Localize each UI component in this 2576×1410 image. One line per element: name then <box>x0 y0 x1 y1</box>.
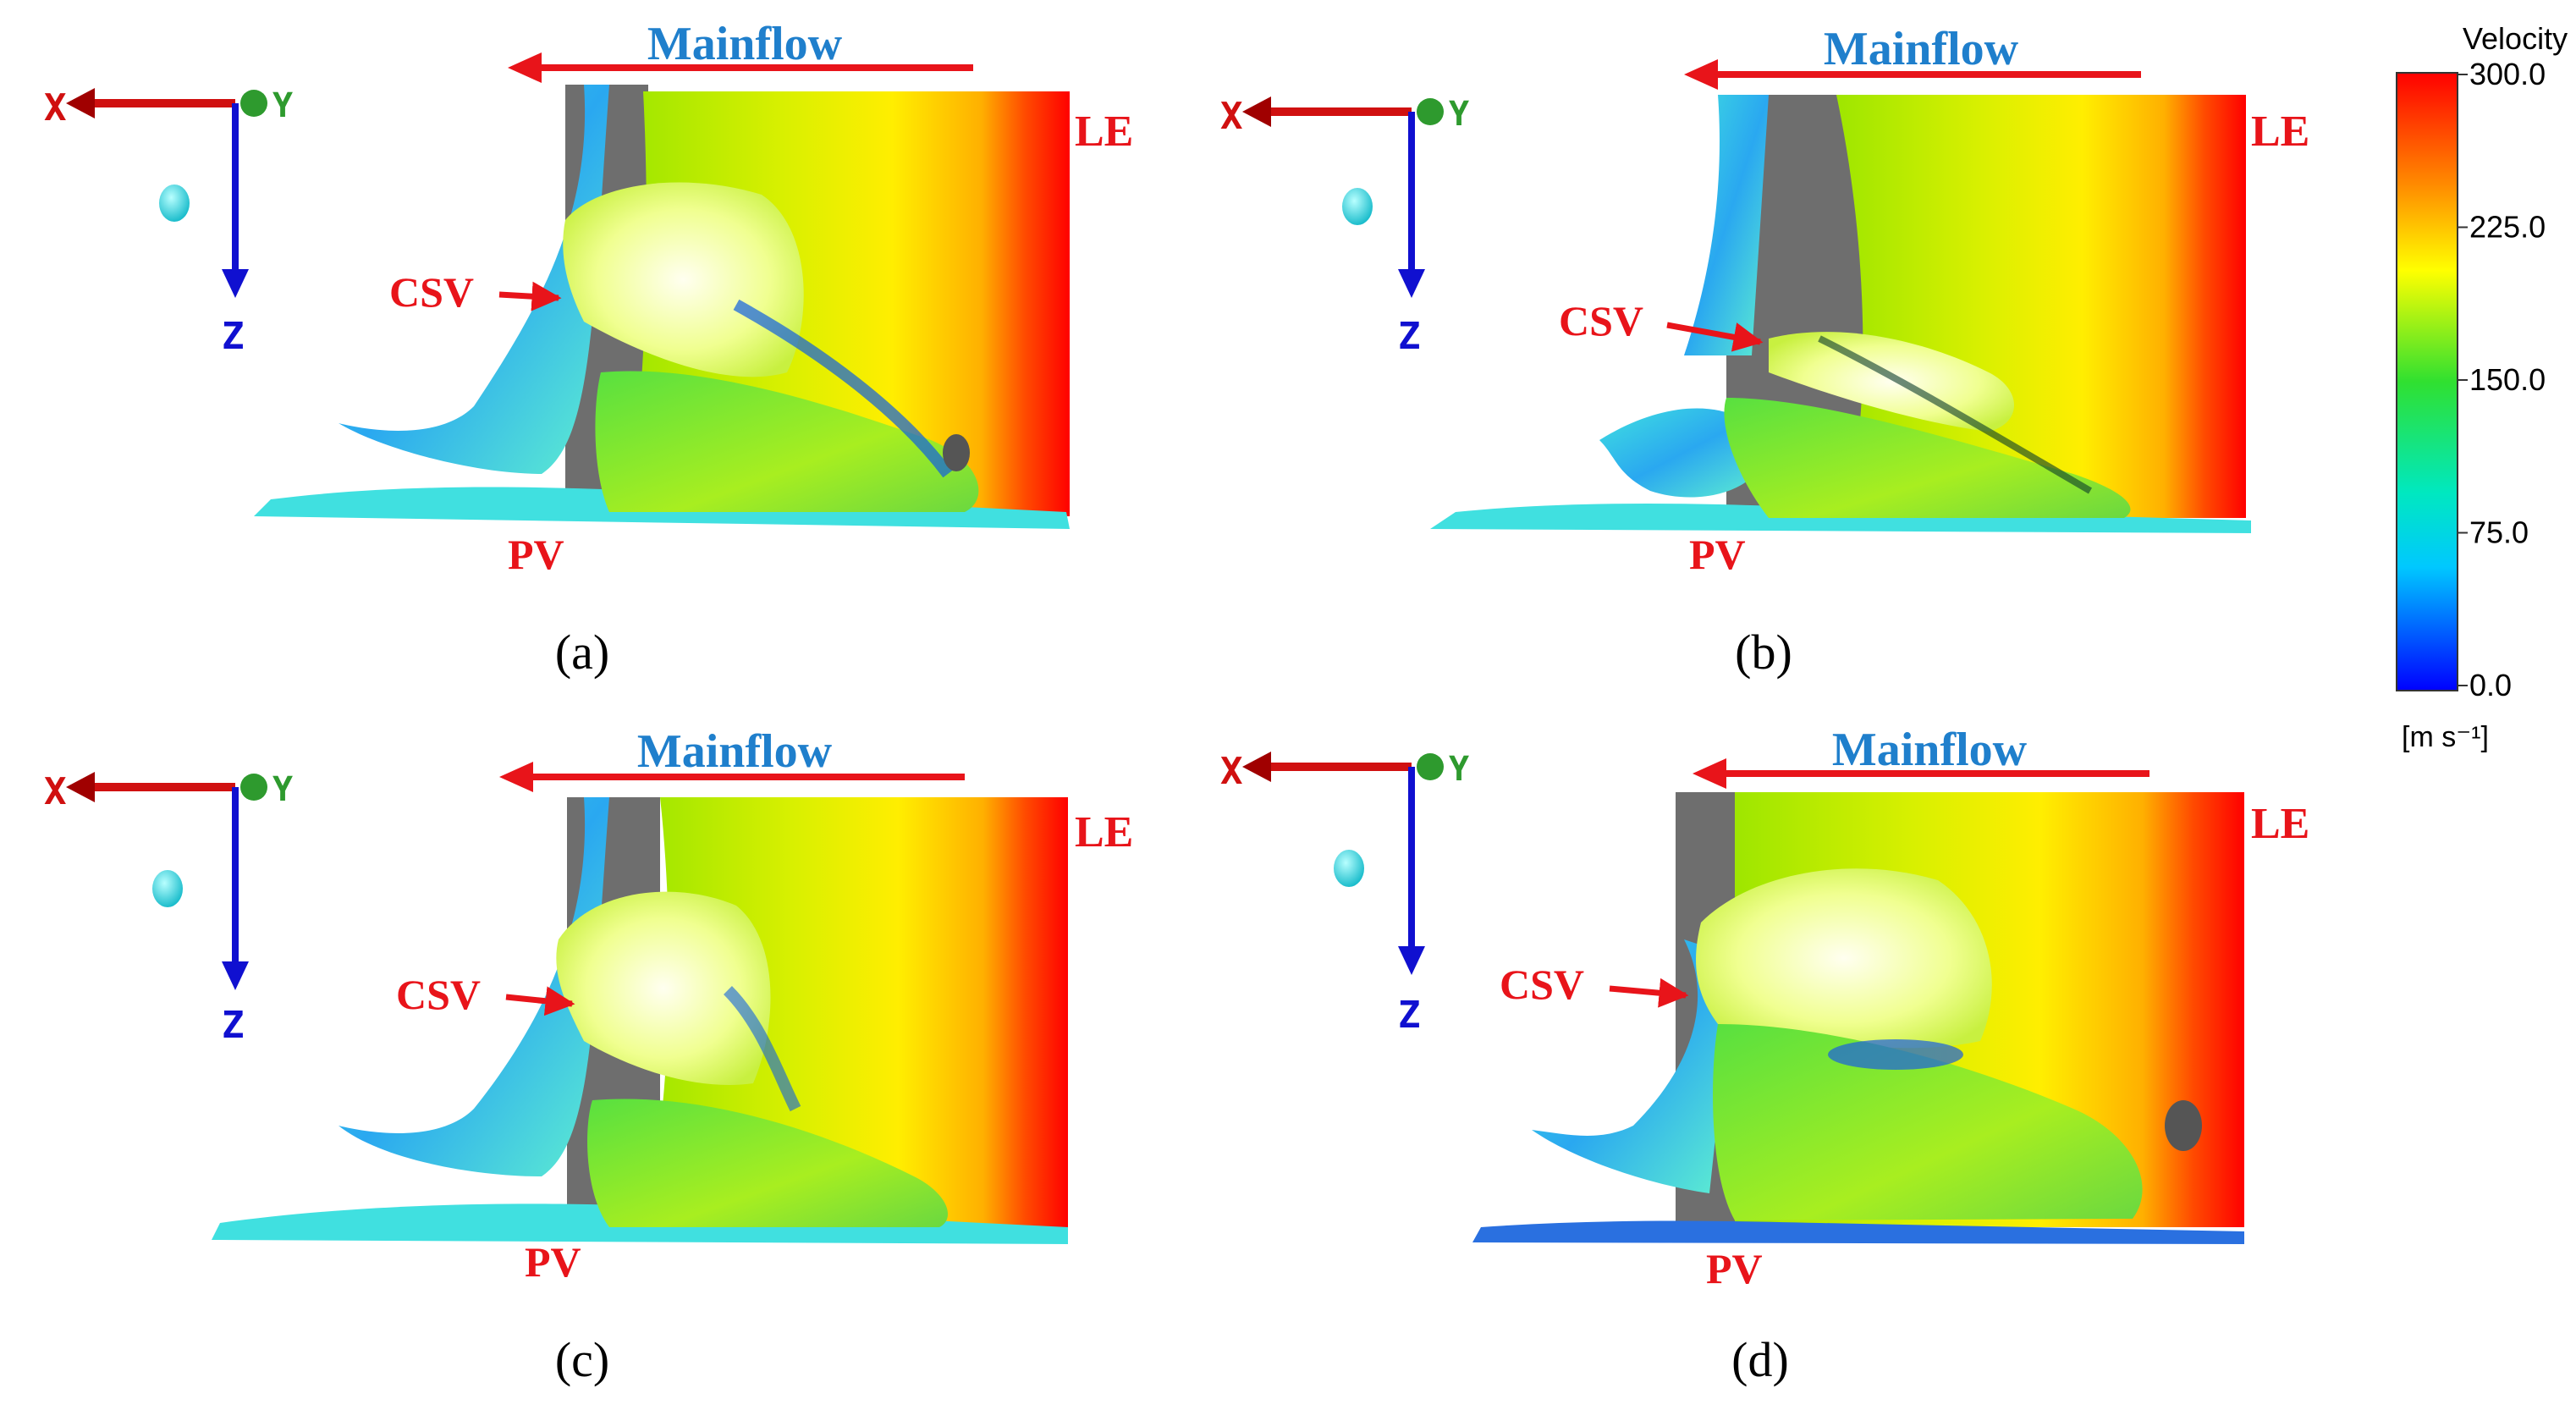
csv-pointer-arrow <box>498 281 562 311</box>
green-vortex-surface <box>595 371 979 512</box>
velocity-colorbar: Velocity 300.0 225.0 150.0 75.0 0.0 [m s⁻¹] <box>2396 21 2568 753</box>
csv-pointer-arrow <box>1666 322 1764 352</box>
csv-iso-surface <box>1696 868 1992 1049</box>
vortex-streak <box>733 299 953 478</box>
x-axis-arrowhead <box>66 88 95 118</box>
csv-pointer-arrow <box>505 986 575 1016</box>
z-axis-label: Z <box>222 315 245 358</box>
mainflow-arrowhead <box>499 762 533 792</box>
coordinate-axes: X Y Z <box>1220 750 1469 1037</box>
mainflow-arrowhead <box>1684 59 1718 90</box>
vortex-cyan-left <box>1532 939 1735 1193</box>
mainflow-label: Mainflow <box>1824 23 2019 75</box>
marker-sphere <box>1334 850 1364 887</box>
colorbar-title: Velocity <box>2463 21 2568 56</box>
mainflow-arrowhead <box>508 52 542 83</box>
pv-label: PV <box>1689 531 1746 578</box>
colorbar-tick-label: 0.0 <box>2469 668 2512 702</box>
x-axis-arrowhead <box>1242 96 1271 127</box>
blade-hole <box>2165 1100 2202 1151</box>
mainflow-label: Mainflow <box>1832 724 2028 776</box>
mainflow-arrowhead <box>1693 758 1726 789</box>
le-label: LE <box>1075 808 1133 856</box>
x-axis-label: X <box>44 86 67 129</box>
z-axis-arrowhead <box>1398 269 1425 298</box>
y-axis-label: Y <box>1449 95 1469 134</box>
x-axis-arrowhead <box>1242 752 1271 782</box>
x-axis-label: X <box>1220 95 1243 138</box>
z-axis-label: Z <box>1398 315 1421 358</box>
y-axis-label: Y <box>272 770 293 809</box>
y-axis-dot <box>240 90 267 117</box>
z-axis-arrowhead <box>222 961 249 990</box>
panel-caption: (b) <box>1735 625 1792 680</box>
colorbar-gradient <box>2396 72 2458 691</box>
colorbar-ticks: 300.0 225.0 150.0 75.0 0.0 <box>2458 57 2546 702</box>
marker-sphere <box>1342 188 1373 225</box>
panel-caption: (a) <box>555 625 609 680</box>
pv-label: PV <box>525 1238 581 1286</box>
z-axis-label: Z <box>1398 994 1421 1037</box>
y-axis-label: Y <box>1449 750 1469 789</box>
vortex-cyan-left <box>339 85 609 474</box>
csv-label: CSV <box>1500 961 1584 1008</box>
z-axis-label: Z <box>222 1004 245 1047</box>
x-axis-label: X <box>1220 750 1243 793</box>
csv-label: CSV <box>389 268 474 316</box>
pv-label: PV <box>508 531 564 578</box>
vortex-streak <box>1818 335 2093 494</box>
coordinate-axes: X Y Z <box>44 86 293 358</box>
mainflow-label: Mainflow <box>637 725 833 778</box>
y-axis-dot <box>1417 753 1444 780</box>
panel-caption: (d) <box>1731 1332 1789 1387</box>
vortex-cyan-left <box>339 797 609 1176</box>
y-axis-dot <box>1417 98 1444 125</box>
panel-d: X Y Z Mainflow LE PV CSV (d) <box>1220 724 2309 1387</box>
csv-iso-surface <box>556 891 771 1085</box>
green-vortex-surface <box>1724 398 2131 518</box>
z-axis-arrowhead <box>222 269 249 298</box>
panel-c: X Y Z Mainflow LE PV CSV (c) <box>44 725 1133 1387</box>
colorbar-tick-label: 225.0 <box>2469 210 2546 245</box>
coordinate-axes: X Y Z <box>1220 95 1469 358</box>
x-axis-label: X <box>44 770 67 813</box>
x-axis-arrowhead <box>66 772 95 802</box>
colorbar-tick-label: 75.0 <box>2469 515 2529 550</box>
vortex-cyan-left <box>1684 95 1769 355</box>
passage-vortex-floor <box>1472 1220 2244 1244</box>
colorbar-tick-label: 300.0 <box>2469 57 2546 91</box>
z-axis-arrowhead <box>1398 946 1425 975</box>
colorbar-unit: [m s⁻¹] <box>2402 721 2489 753</box>
vortex-streak <box>723 986 801 1112</box>
marker-sphere <box>159 185 190 222</box>
vortex-streak <box>1828 1039 1963 1070</box>
panel-b: X Y Z Mainflow LE PV CSV (b) <box>1220 23 2309 680</box>
le-label: LE <box>2251 107 2309 156</box>
csv-label: CSV <box>396 971 481 1018</box>
marker-sphere <box>152 870 183 907</box>
panel-caption: (c) <box>555 1332 609 1387</box>
csv-iso-surface <box>563 182 804 377</box>
green-vortex-surface <box>1713 1024 2143 1220</box>
green-vortex-surface <box>587 1099 948 1227</box>
csv-pointer-arrow <box>1609 978 1689 1008</box>
le-label: LE <box>1075 107 1133 156</box>
pv-label: PV <box>1706 1245 1763 1292</box>
y-axis-label: Y <box>272 86 293 125</box>
y-axis-dot <box>240 774 267 801</box>
passage-vortex-floor <box>1430 504 2251 533</box>
mainflow-label: Mainflow <box>647 18 843 70</box>
csv-iso-surface <box>1769 332 2014 432</box>
coordinate-axes: X Y Z <box>44 770 293 1047</box>
blade-hole <box>943 434 970 471</box>
csv-label: CSV <box>1559 297 1643 344</box>
le-label: LE <box>2251 800 2309 848</box>
colorbar-tick-label: 150.0 <box>2469 362 2546 397</box>
panel-a: X Y Z Mainflow LE PV CSV (a) <box>44 18 1133 680</box>
